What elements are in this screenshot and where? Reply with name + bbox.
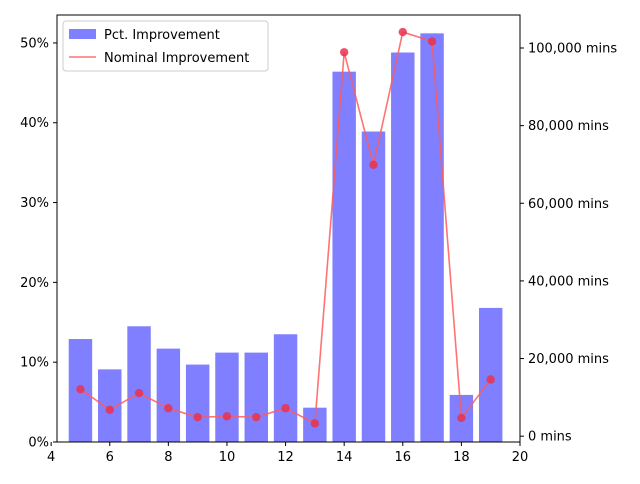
y-left-tick-label: 30% — [20, 196, 49, 211]
y-left-tick-label: 40% — [20, 116, 49, 131]
x-tick-label: 4 — [47, 450, 55, 465]
y-right-tick-label: 80,000 mins — [528, 119, 609, 134]
legend-box — [62, 20, 269, 72]
x-tick-label: 6 — [106, 450, 114, 465]
y-right-tick-label: 60,000 mins — [528, 197, 609, 212]
bar — [391, 52, 415, 443]
bar — [361, 131, 386, 442]
line-point — [310, 419, 320, 428]
line-point — [193, 412, 202, 422]
legend-bar-swatch — [69, 29, 96, 39]
line-point — [339, 48, 349, 57]
x-tick-label: 20 — [512, 450, 529, 465]
line-point — [134, 388, 144, 398]
legend: Pct. Improvement Nominal Improvement — [62, 20, 269, 72]
bar — [156, 348, 181, 442]
y-left-tick-label: 10% — [20, 356, 49, 371]
line-point — [369, 160, 378, 170]
line-point — [486, 375, 495, 384]
axes: 4 6 8 10 12 14 16 18 20 0% 10% 20% 30% 40% 50% 0 mins 20… — [20, 14, 617, 465]
bar — [420, 33, 444, 443]
x-tick-label: 14 — [336, 450, 353, 465]
x-tick-label: 18 — [453, 450, 470, 465]
plot-frame — [56, 14, 521, 443]
y-right-tick-label: 0 mins — [528, 430, 572, 445]
legend-label: Pct. Improvement — [104, 28, 220, 43]
y-left-tick-label: 0% — [28, 436, 49, 451]
line-point — [164, 404, 173, 413]
x-tick-label: 8 — [164, 450, 172, 465]
bar — [332, 71, 356, 442]
bar — [244, 352, 268, 442]
y-right-tick-label: 40,000 mins — [528, 274, 609, 289]
line-series — [76, 27, 495, 428]
bar-series — [68, 33, 503, 443]
line-point — [105, 405, 114, 414]
y-left-tick-label: 20% — [20, 276, 49, 291]
x-tick-label: 16 — [395, 450, 412, 465]
line-point — [76, 385, 85, 394]
bar — [273, 334, 298, 442]
line-point — [427, 37, 437, 46]
y-right-tick-label: 100,000 mins — [528, 41, 617, 56]
line-point — [398, 27, 407, 37]
line-point — [222, 412, 232, 421]
bar — [478, 307, 503, 442]
y-left-tick-label: 50% — [20, 36, 49, 51]
x-tick-label: 10 — [219, 450, 236, 465]
legend-label: Nominal Improvement — [104, 51, 249, 66]
line-point — [457, 413, 466, 423]
line-point — [281, 404, 290, 413]
bar — [215, 352, 239, 442]
line-point — [252, 412, 261, 422]
x-tick-label: 12 — [277, 450, 294, 465]
bar — [127, 326, 151, 442]
y-right-tick-label: 20,000 mins — [528, 352, 609, 367]
bar — [185, 364, 210, 442]
